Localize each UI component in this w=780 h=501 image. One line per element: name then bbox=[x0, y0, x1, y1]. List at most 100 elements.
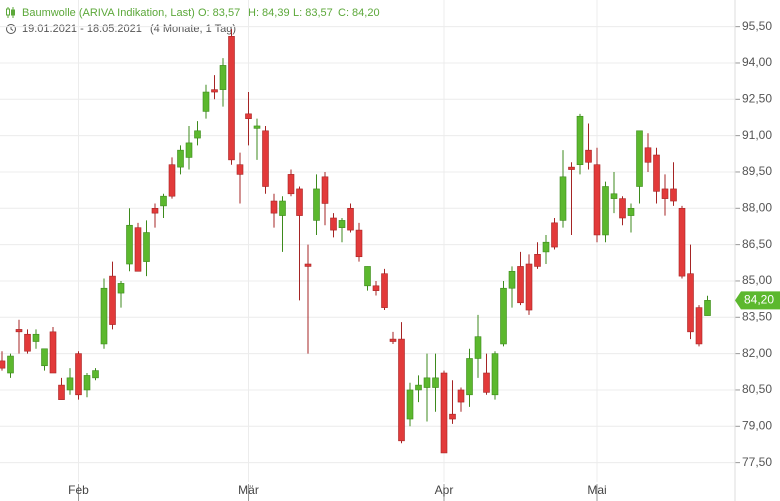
candle-body bbox=[262, 130, 269, 187]
candle-body bbox=[576, 115, 584, 166]
candle-body bbox=[270, 200, 278, 214]
candle-body bbox=[508, 270, 516, 289]
candle-body bbox=[151, 208, 159, 214]
candle-body bbox=[32, 333, 40, 342]
candle-body bbox=[644, 147, 652, 163]
candle-body bbox=[92, 370, 99, 379]
candle-body bbox=[389, 338, 397, 342]
candle-body bbox=[75, 353, 82, 396]
candle-body bbox=[687, 273, 694, 333]
y-tick-label: 92,50 bbox=[742, 91, 772, 105]
candle-body bbox=[100, 287, 108, 345]
candle-body bbox=[440, 372, 448, 454]
candle-body bbox=[423, 377, 431, 388]
candle-body bbox=[7, 355, 14, 374]
candle-body bbox=[160, 195, 167, 207]
candle-body bbox=[432, 377, 439, 388]
candle-body bbox=[338, 220, 346, 228]
candle-body bbox=[287, 174, 295, 195]
y-tick-label: 91,00 bbox=[742, 128, 772, 142]
candle-body bbox=[134, 227, 142, 272]
candle-body bbox=[41, 348, 48, 367]
candle-body bbox=[202, 91, 210, 112]
candle-body bbox=[194, 130, 201, 139]
candle-body bbox=[228, 36, 235, 161]
y-tick-label: 82,00 bbox=[742, 346, 772, 360]
candle-body bbox=[534, 254, 541, 267]
candle-body bbox=[551, 222, 558, 248]
candle-body bbox=[661, 188, 669, 199]
candle-body bbox=[58, 384, 65, 400]
candle-body bbox=[364, 266, 371, 287]
date-range: 19.01.2021 - 18.05.2021 bbox=[22, 23, 142, 35]
candle-body bbox=[449, 413, 456, 420]
y-tick-label: 80,50 bbox=[742, 382, 772, 396]
candle-body bbox=[177, 149, 184, 168]
candle-body bbox=[253, 125, 261, 129]
ohlc-close: C: 84,20 bbox=[338, 7, 380, 19]
candle-body bbox=[466, 358, 473, 396]
candle-body bbox=[24, 333, 31, 352]
chart-title: Baumwolle (ARIVA Indikation, Last) bbox=[22, 7, 195, 19]
candle-body bbox=[542, 241, 550, 253]
candle-body bbox=[0, 360, 6, 369]
candle-body bbox=[304, 263, 312, 267]
candle-body bbox=[695, 307, 703, 345]
clock-icon bbox=[6, 24, 16, 34]
candle-body bbox=[185, 142, 193, 158]
candle-body bbox=[610, 193, 618, 199]
candle-body bbox=[636, 130, 643, 187]
candle-body bbox=[15, 329, 23, 333]
candle-body bbox=[704, 300, 711, 316]
y-tick-label: 89,50 bbox=[742, 164, 772, 178]
x-tick-label: Mär bbox=[238, 483, 259, 497]
candle-body bbox=[568, 166, 575, 170]
ohlc-high: H: 84,39 bbox=[248, 7, 290, 19]
candle-body bbox=[117, 283, 125, 294]
candle-body bbox=[398, 338, 405, 442]
last-price-label: 84,20 bbox=[744, 293, 774, 307]
candle-body bbox=[593, 164, 601, 236]
y-tick-label: 77,50 bbox=[742, 455, 772, 469]
candle-body bbox=[219, 65, 227, 90]
candle-body bbox=[559, 176, 567, 221]
candle-body bbox=[83, 375, 91, 391]
last-price-marker bbox=[735, 291, 780, 310]
candle-body bbox=[415, 384, 422, 391]
candle-body bbox=[109, 275, 116, 325]
candle-body bbox=[381, 273, 388, 308]
y-tick-label: 86,50 bbox=[742, 237, 772, 251]
candle-body bbox=[143, 232, 150, 262]
candle-body bbox=[627, 208, 635, 216]
y-tick-label: 83,50 bbox=[742, 309, 772, 323]
candle-body bbox=[678, 208, 686, 277]
candle-body bbox=[126, 224, 133, 265]
candle-body bbox=[168, 164, 176, 197]
candle-body bbox=[517, 266, 524, 304]
y-tick-label: 94,00 bbox=[742, 55, 772, 69]
y-tick-label: 88,00 bbox=[742, 200, 772, 214]
candle-body bbox=[236, 164, 244, 175]
candle-body bbox=[355, 229, 363, 258]
y-tick-label: 79,00 bbox=[742, 418, 772, 432]
y-tick-label: 95,50 bbox=[742, 19, 772, 33]
x-tick-label: Mai bbox=[587, 483, 606, 497]
candle-body bbox=[653, 154, 660, 192]
period: (4 Monate, 1 Tag) bbox=[150, 23, 236, 35]
candle-body bbox=[347, 208, 354, 231]
candle-body bbox=[313, 188, 320, 221]
candle-body bbox=[500, 287, 507, 345]
candle-body bbox=[330, 217, 337, 231]
x-tick-label: Apr bbox=[435, 483, 454, 497]
candle-body bbox=[457, 389, 465, 403]
candle-body bbox=[296, 188, 303, 216]
x-tick-label: Feb bbox=[68, 483, 89, 497]
candle-body bbox=[491, 353, 499, 396]
candle-body bbox=[211, 89, 218, 93]
candle-body bbox=[474, 336, 482, 359]
ohlc-open: O: 83,57 bbox=[198, 7, 240, 19]
candle-body bbox=[585, 149, 592, 163]
candle-body bbox=[49, 331, 57, 374]
